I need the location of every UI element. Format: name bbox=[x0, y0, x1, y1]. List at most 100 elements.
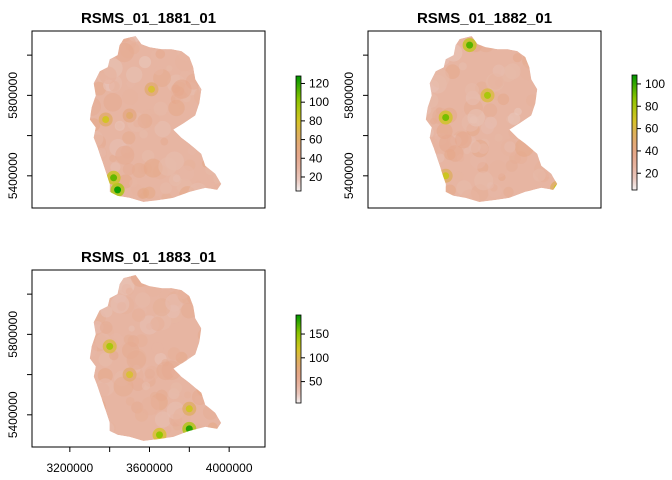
raster-cell bbox=[90, 145, 107, 162]
raster-cell bbox=[431, 36, 442, 38]
raster-cell bbox=[541, 158, 548, 165]
hotspot-point bbox=[126, 371, 134, 379]
raster-cell bbox=[172, 275, 188, 280]
legend-colorbar: 20 40 60 80 100 bbox=[631, 74, 665, 191]
raster-cell bbox=[552, 36, 558, 44]
raster-cell bbox=[542, 156, 555, 169]
legend-colorbar: 50 100 150 bbox=[295, 314, 329, 404]
raster-cell bbox=[458, 62, 467, 71]
raster-cell bbox=[477, 143, 489, 154]
raster-cell bbox=[129, 178, 138, 188]
raster-cell bbox=[192, 275, 204, 285]
legend-tick-label: 60 bbox=[645, 122, 659, 136]
raster-cell bbox=[463, 147, 471, 155]
raster-cell bbox=[202, 404, 219, 420]
raster-cell bbox=[155, 49, 166, 59]
raster-cell bbox=[89, 165, 101, 181]
raster-cell bbox=[433, 169, 443, 180]
raster-cell bbox=[101, 275, 113, 285]
raster-cell bbox=[432, 61, 441, 69]
raster-cell bbox=[508, 126, 521, 139]
hotspot-point bbox=[156, 431, 163, 439]
raster-cell bbox=[181, 302, 197, 319]
hotspot-halo bbox=[550, 180, 558, 195]
raster-cell bbox=[175, 51, 195, 72]
plot-frame bbox=[367, 30, 602, 209]
raster-cell bbox=[547, 137, 556, 146]
raster-cell bbox=[497, 36, 505, 40]
raster-cell bbox=[142, 37, 150, 45]
raster-cell bbox=[122, 89, 139, 106]
raster-cell bbox=[213, 333, 222, 353]
chart-panel-3: RSMS_01_1883_01 5400000 5800000 3200000 3600… bbox=[6, 249, 329, 475]
raster-cell bbox=[154, 120, 171, 138]
raster-cell bbox=[176, 275, 186, 276]
raster-cell bbox=[141, 396, 160, 416]
raster-cell bbox=[154, 66, 164, 76]
raster-cell bbox=[430, 68, 450, 88]
raster-cell bbox=[99, 286, 107, 294]
raster-cell bbox=[425, 39, 439, 60]
raster-cell bbox=[109, 154, 117, 162]
raster-cell bbox=[546, 145, 555, 154]
hotspot-point bbox=[102, 116, 110, 123]
raster-cell bbox=[558, 189, 567, 198]
hotspot-point bbox=[442, 114, 450, 121]
raster-cell bbox=[501, 36, 511, 37]
raster-cell bbox=[132, 308, 146, 322]
raster-cell bbox=[497, 93, 510, 106]
raster-cell bbox=[476, 36, 496, 53]
raster-cell bbox=[425, 93, 439, 109]
raster-cell bbox=[205, 51, 222, 71]
raster-cell bbox=[122, 131, 136, 145]
raster-cell bbox=[196, 362, 208, 374]
raster-cell bbox=[532, 36, 551, 53]
legend-bar bbox=[295, 75, 302, 192]
raster-cell bbox=[89, 400, 102, 414]
raster-cell bbox=[110, 294, 130, 314]
raster-cell bbox=[146, 323, 153, 330]
hotspot-point bbox=[114, 186, 122, 194]
raster-cell bbox=[201, 278, 221, 297]
raster-cell bbox=[138, 56, 152, 69]
raster-cell bbox=[89, 176, 97, 186]
raster-cell bbox=[521, 123, 535, 137]
raster-cell bbox=[425, 172, 440, 191]
raster-cell bbox=[144, 368, 155, 379]
raster-cell bbox=[444, 149, 456, 161]
raster-cell bbox=[139, 129, 148, 139]
legend-tick-label: 80 bbox=[645, 99, 659, 113]
raster-cell bbox=[122, 163, 135, 176]
raster-cell bbox=[198, 77, 216, 96]
raster-layer bbox=[89, 36, 222, 202]
chart-title: RSMS_01_1881_01 bbox=[81, 10, 216, 27]
raster-cell bbox=[480, 36, 493, 41]
raster-cell bbox=[89, 340, 98, 359]
raster-cell bbox=[143, 186, 156, 199]
raster-cell bbox=[431, 51, 441, 61]
raster-cell bbox=[522, 190, 541, 202]
legend-tick-label: 60 bbox=[309, 133, 323, 147]
raster-cell bbox=[92, 81, 107, 96]
raster-cell bbox=[487, 183, 502, 198]
raster-cell bbox=[100, 305, 113, 318]
raster-cell bbox=[130, 275, 151, 287]
raster-cell bbox=[158, 157, 177, 176]
raster-cell bbox=[91, 50, 104, 63]
raster-cell bbox=[505, 159, 518, 172]
raster-cell bbox=[180, 359, 197, 377]
raster-cell bbox=[202, 160, 210, 168]
raster-cell bbox=[205, 362, 221, 379]
raster-cell bbox=[188, 182, 208, 202]
raster-cell bbox=[468, 140, 481, 153]
raster-cell bbox=[189, 291, 204, 306]
raster-cell bbox=[215, 141, 222, 154]
raster-cell bbox=[99, 321, 113, 334]
raster-cell bbox=[115, 122, 123, 130]
plot-frame bbox=[31, 30, 266, 209]
legend-tick-label: 150 bbox=[309, 327, 329, 341]
raster-cell bbox=[217, 117, 222, 131]
raster-cell bbox=[133, 120, 141, 128]
raster-cell bbox=[114, 42, 134, 63]
